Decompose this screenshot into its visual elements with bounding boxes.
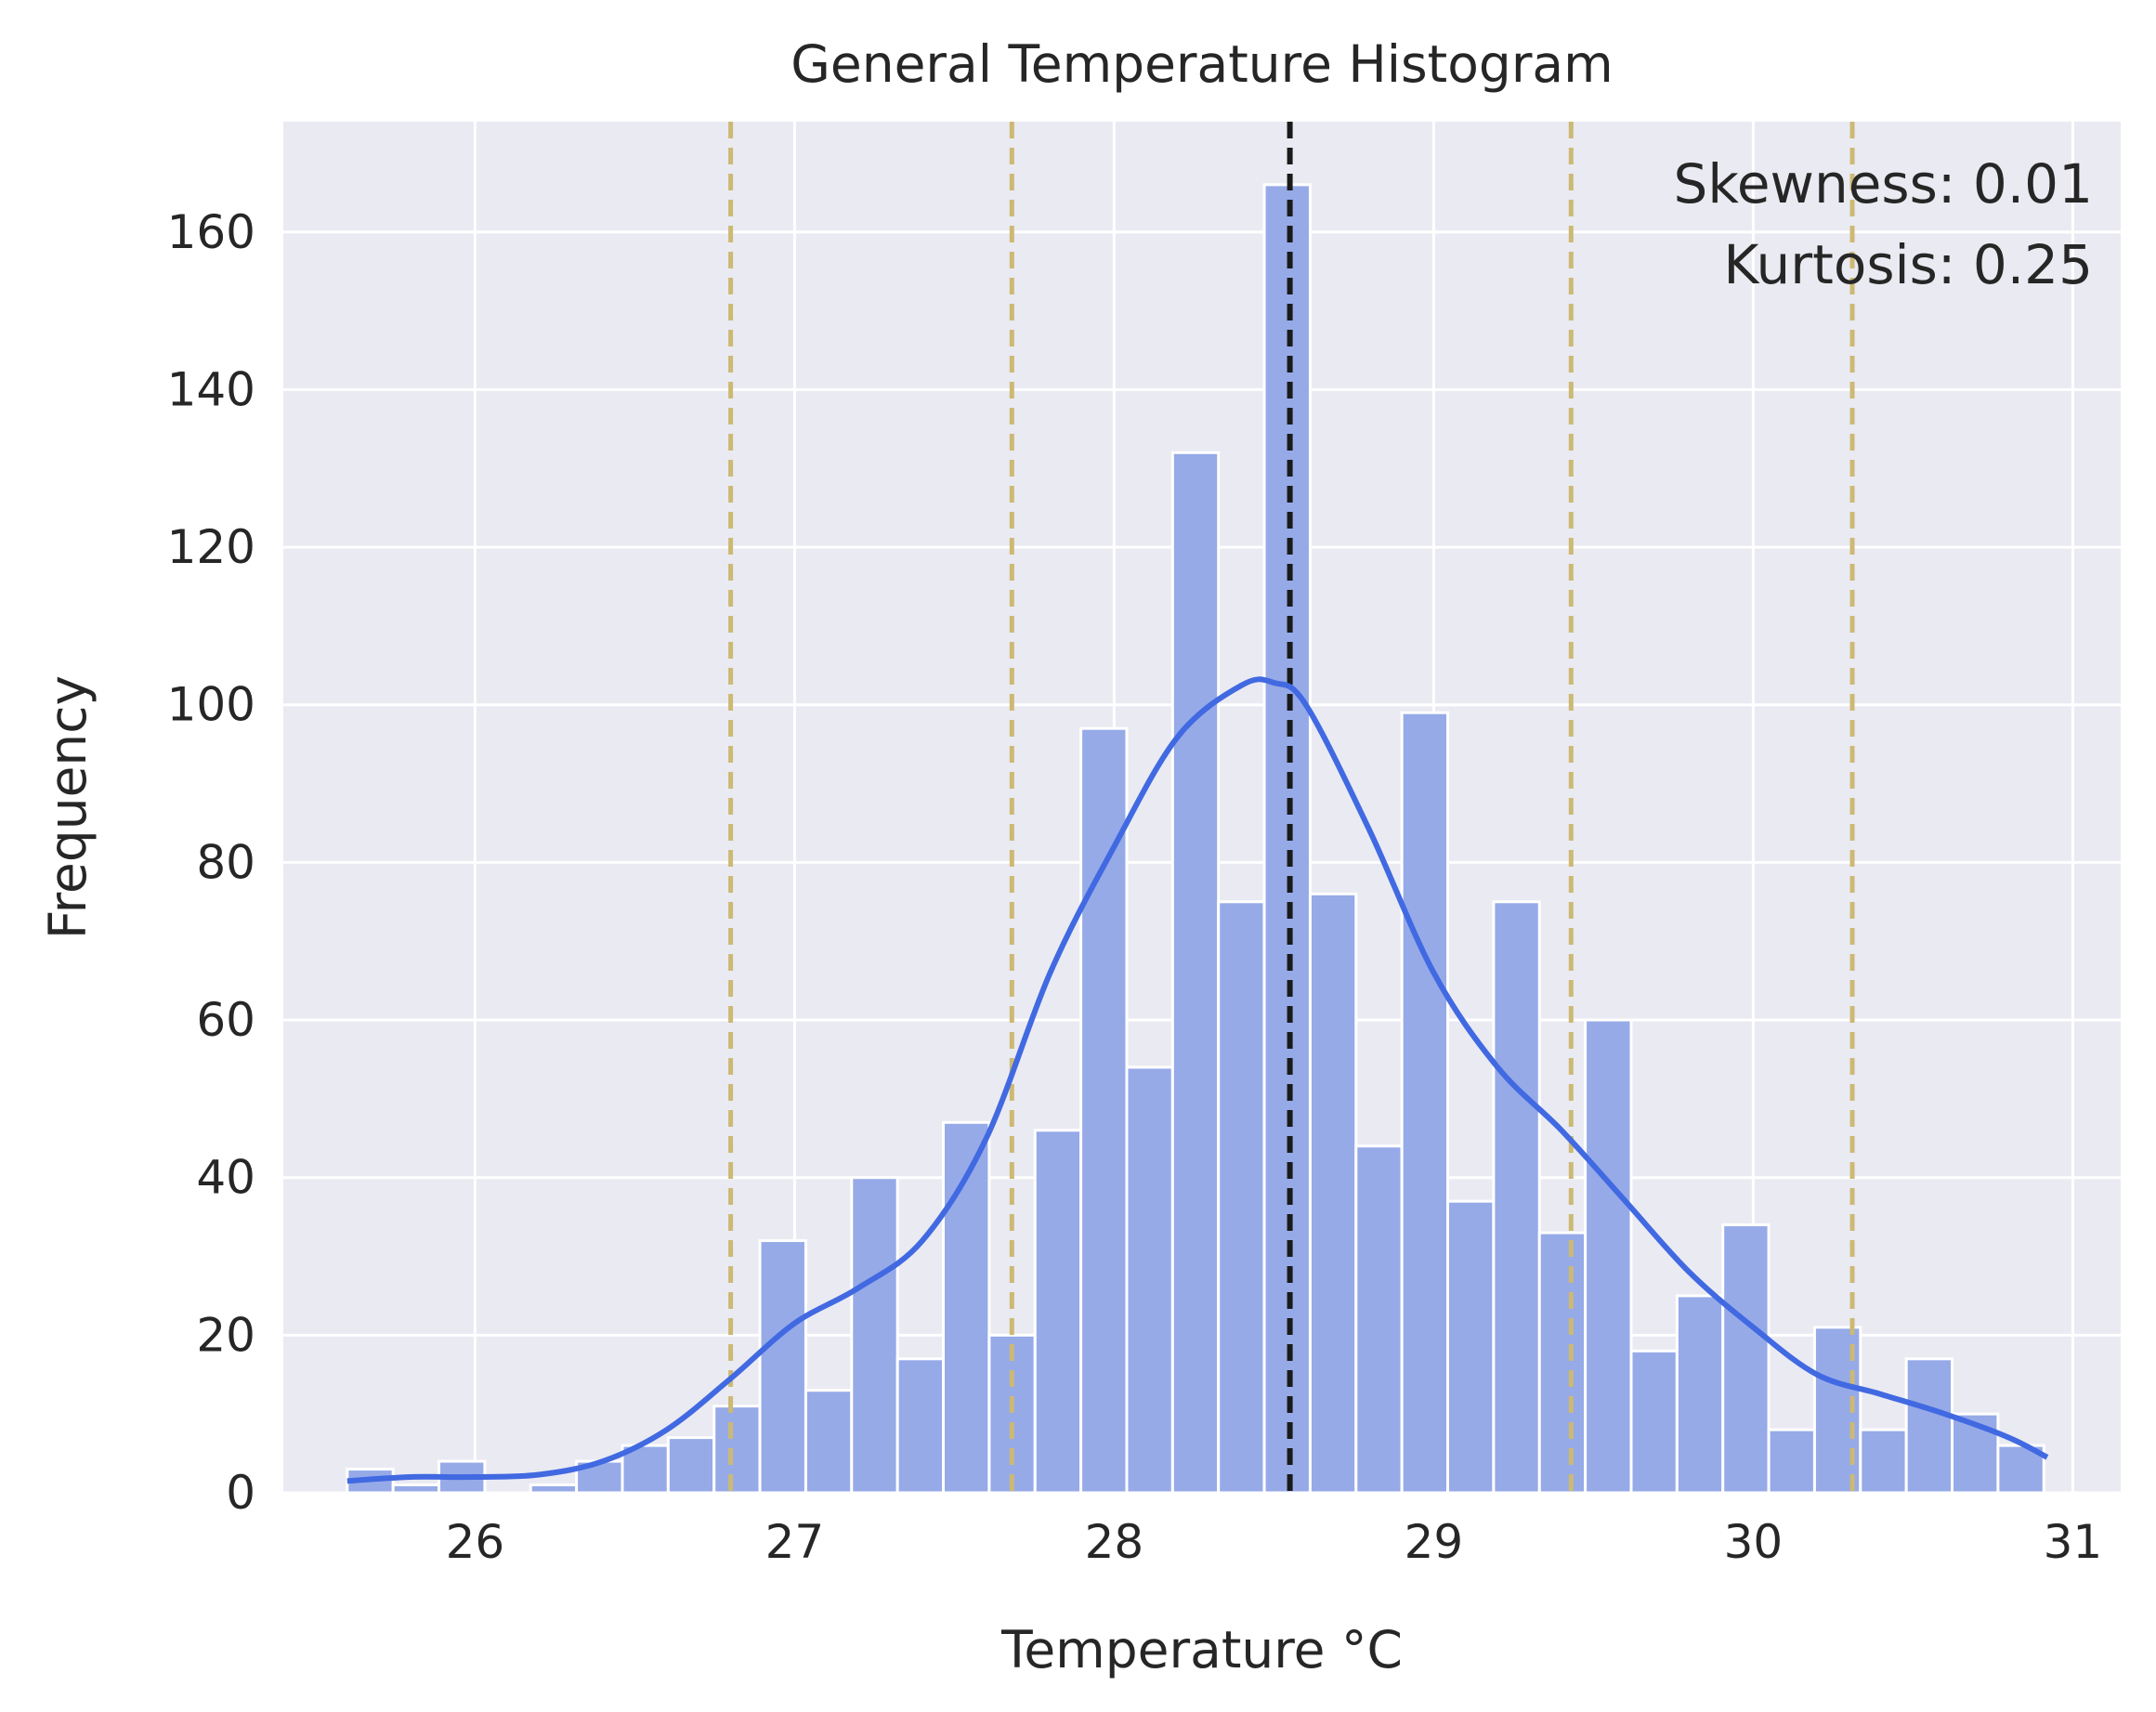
histogram-bars (346, 183, 2045, 1495)
x-tick-label: 27 (765, 1515, 825, 1569)
x-tick-label: 30 (1724, 1515, 1784, 1569)
x-tick-label: 28 (1085, 1515, 1144, 1569)
histogram-bar (1400, 711, 1450, 1495)
histogram-bar (1446, 1199, 1496, 1495)
x-tick-label: 31 (2044, 1515, 2103, 1569)
histogram-bar (804, 1389, 854, 1495)
histogram-bar (1767, 1428, 1816, 1495)
histogram-bar (1217, 900, 1266, 1495)
skewness-annotation: Skewness: 0.01 (1674, 152, 2093, 216)
y-tick-label: 40 (196, 1151, 255, 1205)
histogram-bar (1584, 1018, 1633, 1495)
histogram-bar (391, 1483, 441, 1495)
histogram-bar (529, 1483, 579, 1495)
histogram-bar (1354, 1144, 1404, 1495)
histogram-bar (1859, 1428, 1908, 1495)
histogram-bar (1125, 1065, 1174, 1495)
histogram-bar (1308, 892, 1358, 1495)
histogram-bar (1675, 1294, 1725, 1495)
histogram-bar (1537, 1231, 1588, 1495)
histogram-bar (1721, 1223, 1771, 1495)
histogram-bar (1079, 726, 1129, 1495)
histogram-bar (758, 1239, 807, 1495)
tick-labels: 26 27 28 29 30 31 0 20 40 60 80 100 120 140 160 (167, 205, 2103, 1569)
kurtosis-annotation: Kurtosis: 0.25 (1723, 233, 2093, 296)
reference-lines (728, 122, 1855, 1493)
histogram-bar (987, 1333, 1037, 1495)
y-tick-label: 0 (226, 1466, 255, 1520)
y-tick-label: 20 (196, 1308, 255, 1362)
y-tick-label: 80 (196, 835, 255, 889)
histogram-bar (895, 1357, 946, 1495)
histogram-bar (1904, 1357, 1954, 1495)
y-tick-label: 140 (167, 362, 255, 416)
kde-curve (346, 676, 2049, 1484)
histogram-bar (942, 1120, 991, 1495)
x-tick-label: 29 (1405, 1515, 1464, 1569)
x-tick-label: 26 (446, 1515, 505, 1569)
y-tick-label: 60 (196, 993, 255, 1047)
x-axis-label: Temperature °C (1000, 1620, 1403, 1679)
y-tick-label: 120 (167, 520, 255, 574)
histogram-bar (712, 1405, 762, 1495)
histogram-bar (666, 1436, 716, 1495)
y-tick-label: 160 (167, 205, 255, 259)
y-axis-label: Frequency (38, 675, 98, 939)
chart-title: General Temperature Histogram (791, 34, 1613, 94)
histogram-bar (1170, 451, 1221, 1495)
histogram-bar (1492, 900, 1541, 1495)
histogram-bar (1629, 1349, 1679, 1495)
histogram-bar (1033, 1129, 1083, 1495)
y-tick-label: 100 (167, 678, 255, 732)
histogram-bar (850, 1176, 899, 1495)
